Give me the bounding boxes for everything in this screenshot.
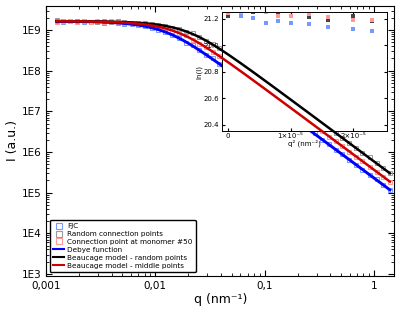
Y-axis label: I (a.u.): I (a.u.) xyxy=(6,120,18,161)
X-axis label: q (nm⁻¹): q (nm⁻¹) xyxy=(194,294,247,306)
Legend: FJC, Random connection points, Connection point at monomer #50, Debye function, : FJC, Random connection points, Connectio… xyxy=(50,220,196,272)
